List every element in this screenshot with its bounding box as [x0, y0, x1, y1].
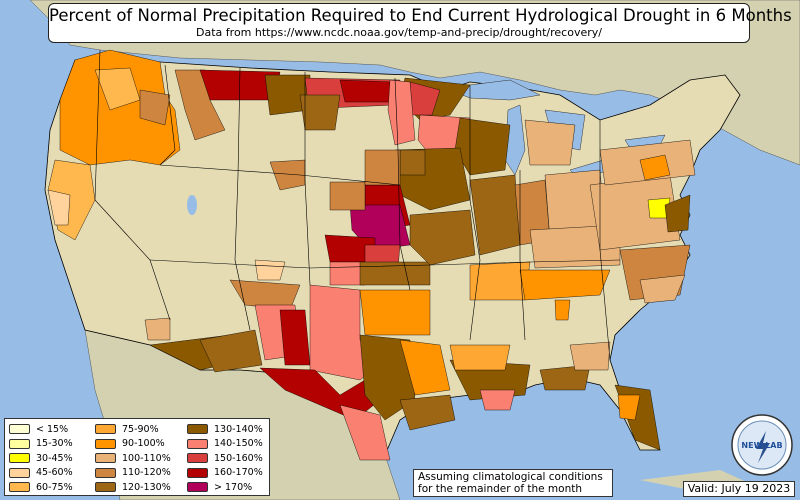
state-borders: [94, 49, 621, 361]
legend-label: 160-170%: [214, 467, 263, 479]
area-mo: [409, 209, 476, 266]
area-ga-tan: [569, 341, 611, 371]
legend-label: 30-45%: [36, 452, 73, 464]
area-de-brown: [664, 194, 691, 233]
area-fl-orange: [617, 394, 641, 421]
area-tx-coast: [399, 394, 456, 431]
area-sd-brown: [364, 149, 401, 186]
legend-swatch: [9, 482, 30, 493]
area-ga-brown: [539, 364, 591, 391]
map-title: Percent of Normal Precipitation Required…: [49, 6, 792, 25]
logo-text: NEW LAB: [741, 441, 782, 450]
legend-swatch: [95, 467, 116, 478]
area-nd-red: [339, 79, 393, 103]
area-ky-tan: [529, 224, 621, 269]
area-ok-salmon: [329, 261, 366, 286]
legend-label: 150-160%: [214, 452, 263, 464]
legend-swatch: [187, 482, 208, 493]
legend-swatch: [9, 453, 30, 464]
legend-label: > 170%: [214, 481, 253, 493]
legend-item: 90-100%: [95, 437, 183, 452]
title-box: Percent of Normal Precipitation Required…: [48, 3, 792, 43]
legend-item: 75-90%: [95, 422, 183, 437]
area-ia-brown2: [399, 149, 426, 176]
legend-item: > 170%: [187, 480, 275, 495]
area-ny-orange: [639, 154, 671, 181]
legend-swatch: [9, 424, 30, 435]
area-mn-salmon: [387, 79, 416, 146]
legend-swatch: [9, 438, 30, 449]
area-ar: [359, 289, 431, 336]
legend-swatch: [95, 453, 116, 464]
legend-label: 75-90%: [122, 423, 159, 435]
legend-swatch: [187, 424, 208, 435]
logo-lightning-icon: [756, 431, 770, 463]
lake-superior: [444, 79, 541, 101]
legend-swatch: [187, 467, 208, 478]
area-or-brown: [139, 89, 171, 126]
note-line-1: Assuming climatological conditions: [418, 471, 603, 483]
legend-item: < 15%: [9, 422, 97, 437]
legend-swatch: [187, 438, 208, 449]
legend-item: 30-45%: [9, 451, 97, 466]
area-mi: [524, 119, 576, 166]
legend-item: 150-160%: [187, 451, 275, 466]
area-wi-brown: [454, 117, 511, 176]
legend-item: 100-110%: [95, 451, 183, 466]
area-ks-brown: [329, 181, 366, 211]
legend-swatch: [9, 467, 30, 478]
legend-swatch: [95, 424, 116, 435]
area-nm-west: [199, 329, 263, 373]
area-ok-brown: [359, 261, 431, 286]
legend-label: 130-140%: [214, 423, 263, 435]
legend-item: 60-75%: [9, 480, 97, 495]
legend-label: 110-120%: [122, 467, 171, 479]
legend-item: 120-130%: [95, 480, 183, 495]
newlab-logo: NEW LAB: [731, 414, 793, 476]
legend-item: 160-170%: [187, 466, 275, 481]
drought-areas: [47, 49, 696, 461]
note-line-2: for the remainder of the month: [418, 483, 583, 495]
area-ga-small: [554, 299, 571, 321]
legend-swatch: [95, 482, 116, 493]
area-cal-tan: [47, 189, 71, 226]
valid-date: Valid: July 19 2023: [683, 481, 795, 497]
legend-column-1: < 15% 15-30% 30-45% 45-60% 60-75%: [9, 422, 97, 495]
legend-column-3: 130-140% 140-150% 150-160% 160-170% > 17…: [187, 422, 275, 495]
legend-item: 140-150%: [187, 437, 275, 452]
great-salt-lake: [187, 195, 197, 215]
legend-label: 45-60%: [36, 467, 73, 479]
legend-swatch: [187, 453, 208, 464]
area-utah-tan: [144, 317, 171, 341]
area-tx-brown: [359, 334, 416, 421]
legend-item: 15-30%: [9, 437, 97, 452]
legend-item: 130-140%: [187, 422, 275, 437]
legend-label: < 15%: [36, 423, 69, 435]
legend-label: 140-150%: [214, 438, 263, 450]
legend-label: 100-110%: [122, 452, 171, 464]
area-sc-brown: [639, 274, 686, 304]
area-nm-red: [279, 309, 311, 366]
legend-item: 110-120%: [95, 466, 183, 481]
legend-swatch: [95, 438, 116, 449]
legend-item: 45-60%: [9, 466, 97, 481]
assumption-note: Assuming climatological conditions for t…: [413, 469, 613, 497]
legend-column-2: 75-90% 90-100% 100-110% 110-120% 120-130…: [95, 422, 183, 495]
area-tn-orange: [519, 269, 611, 301]
area-pnw: [59, 49, 181, 166]
area-tx-orange: [399, 339, 451, 396]
area-tx-salmon2: [339, 404, 391, 461]
area-la-salmon: [479, 389, 516, 411]
area-sd-brown2: [299, 94, 341, 131]
legend: < 15% 15-30% 30-45% 45-60% 60-75% 75-90%…: [4, 418, 270, 496]
legend-label: 60-75%: [36, 481, 73, 493]
legend-label: 90-100%: [122, 438, 165, 450]
map-subtitle: Data from https://www.ncdc.noaa.gov/temp…: [196, 26, 602, 39]
area-ms-orange: [449, 344, 511, 371]
legend-label: 120-130%: [122, 481, 171, 493]
area-az-small: [254, 259, 286, 281]
legend-label: 15-30%: [36, 438, 73, 450]
